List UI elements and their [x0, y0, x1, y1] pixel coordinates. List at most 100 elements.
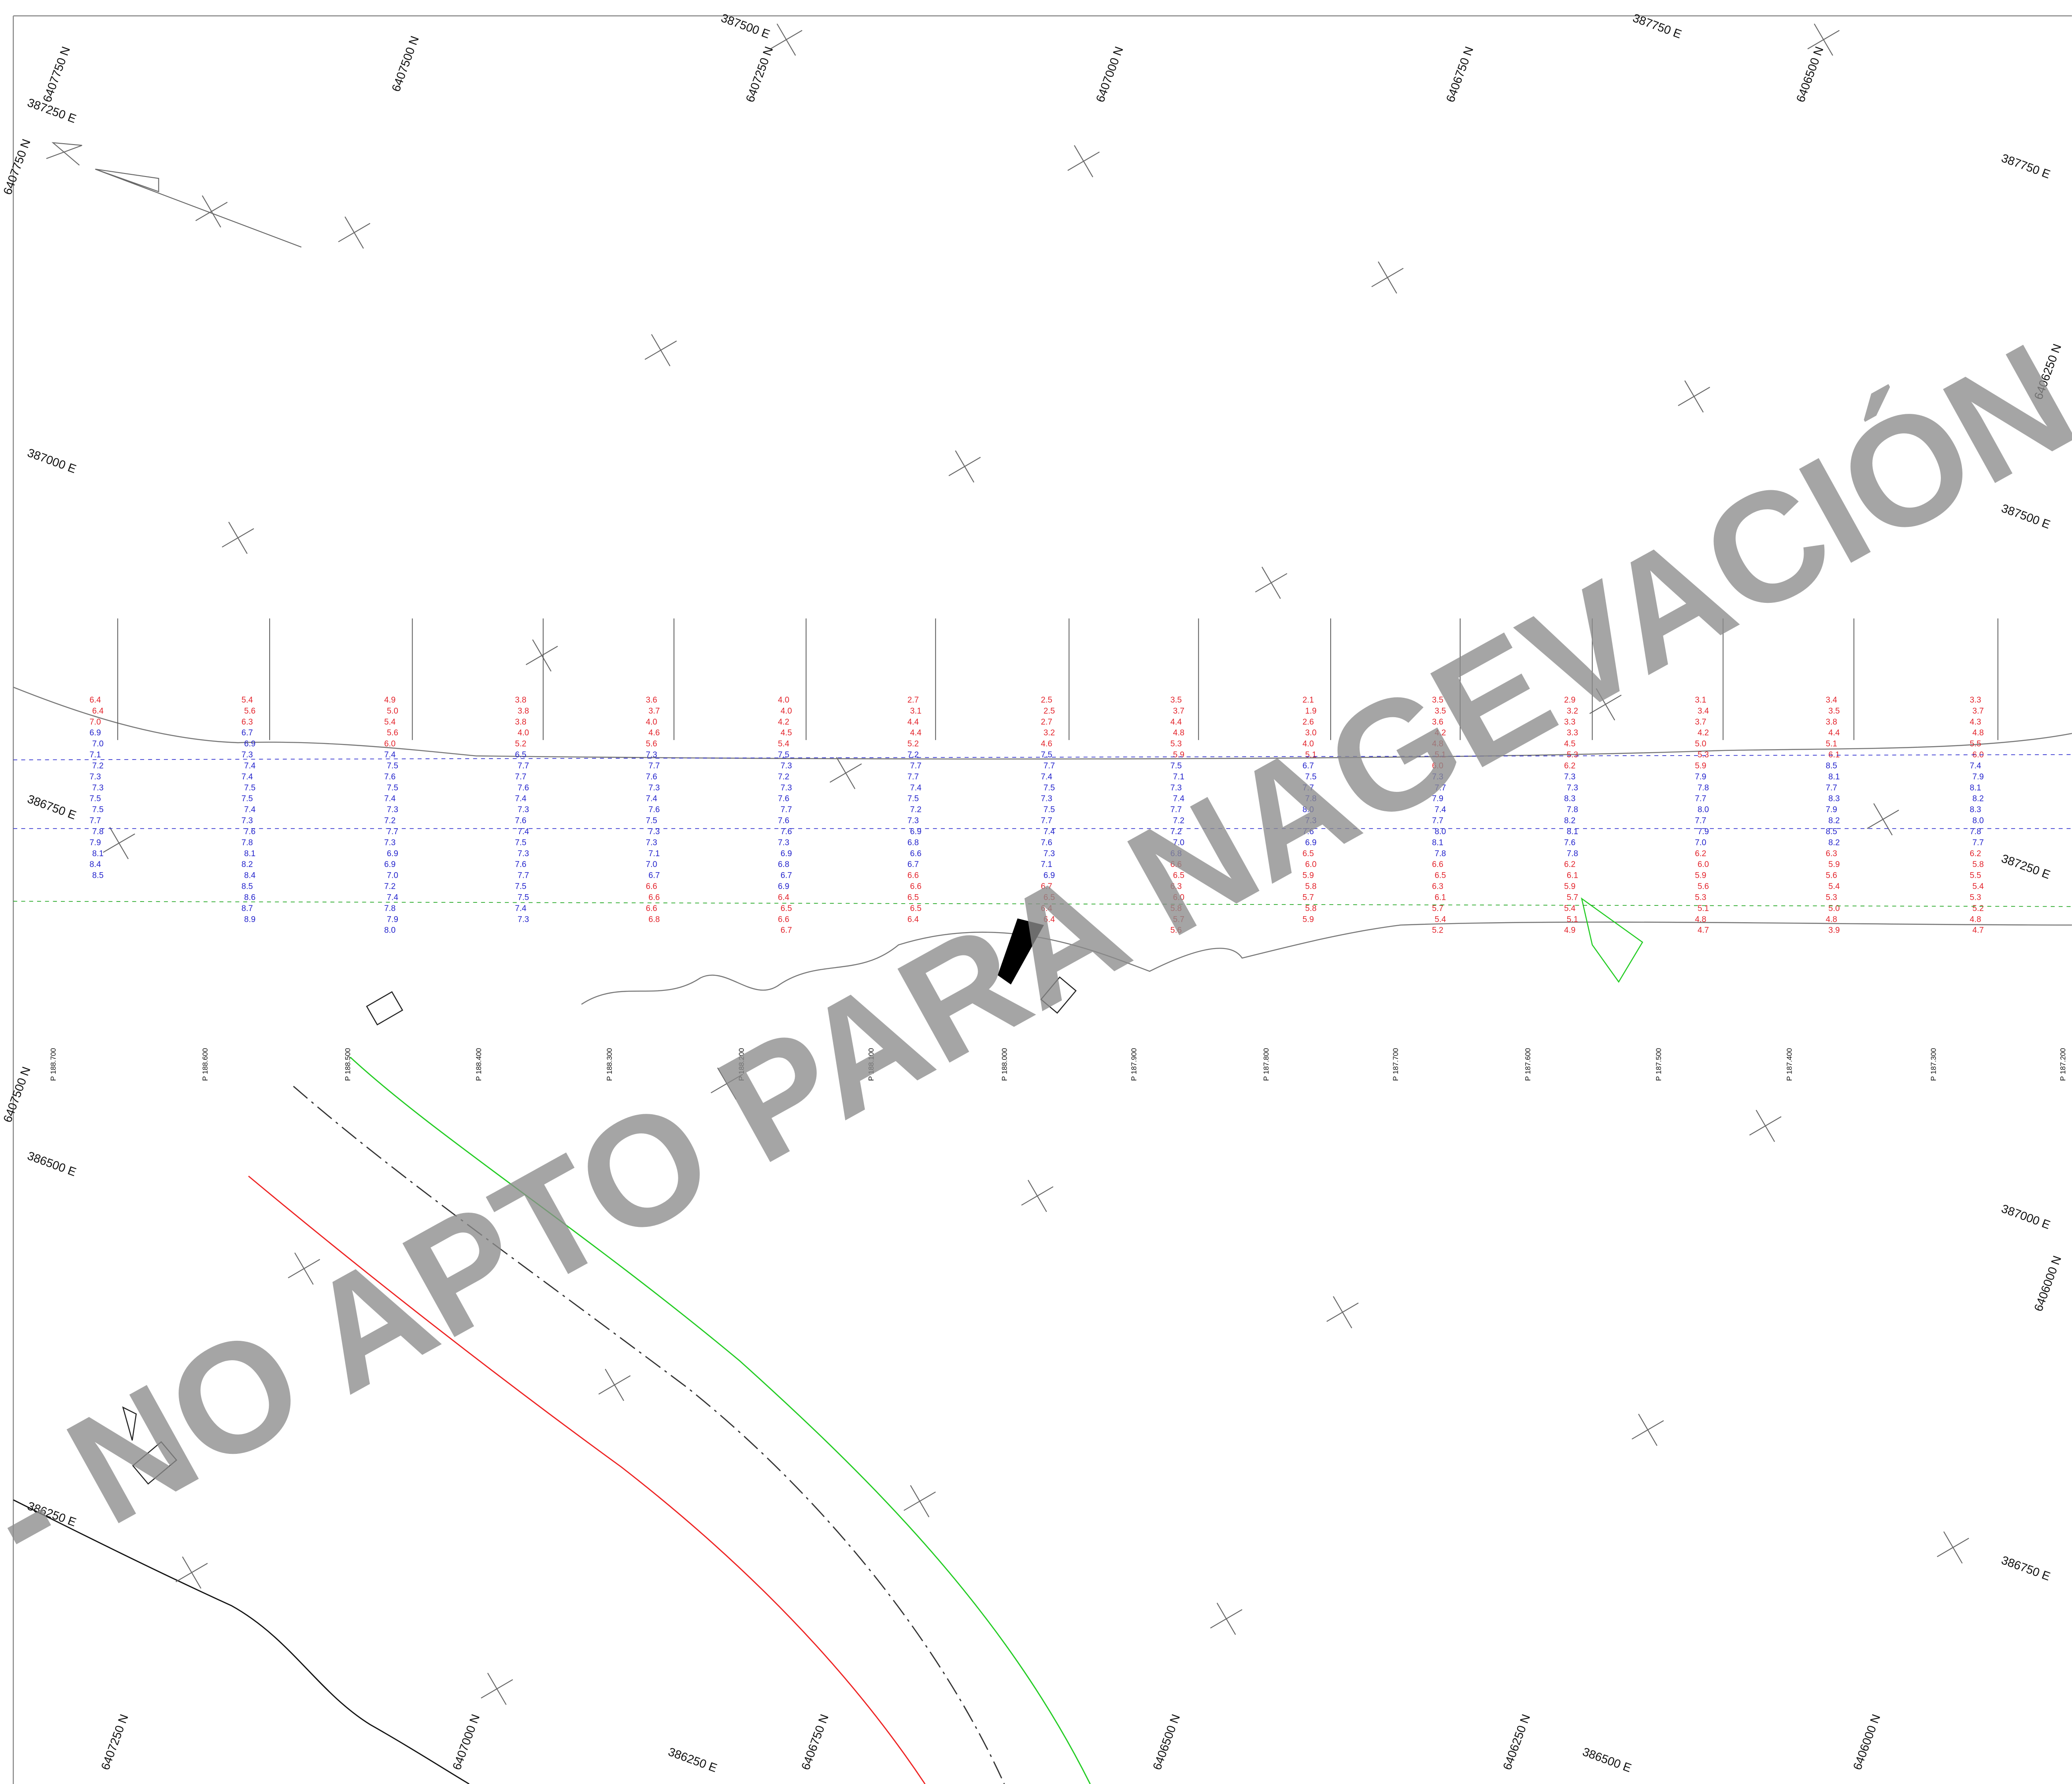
sounding: 7.8	[384, 904, 395, 913]
sounding: 7.8	[1970, 827, 1981, 836]
sounding: 8.4	[244, 871, 255, 880]
sounding: 3.1	[1695, 696, 1706, 705]
grid-label: 6406000 N	[2031, 1254, 2064, 1313]
sounding: 7.0	[1695, 838, 1706, 847]
sounding: 7.7	[1695, 794, 1706, 804]
grid-cross	[222, 522, 254, 554]
sounding: 7.9	[90, 838, 101, 847]
sounding: 7.8	[1567, 805, 1578, 814]
grid-label: 6406000 N	[1850, 1712, 1883, 1771]
sounding: 4.8	[1173, 728, 1184, 738]
sounding: 8.0	[1972, 816, 1984, 826]
sounding: 6.5	[910, 904, 921, 913]
sounding: 7.4	[1970, 761, 1981, 770]
sounding: 5.1	[1567, 915, 1578, 924]
sounding: 3.8	[518, 706, 529, 715]
grid-cross	[948, 450, 981, 483]
profile-label: P 188.600	[201, 1048, 209, 1081]
profile-label: P 187.200	[2059, 1048, 2067, 1081]
sounding: 7.8	[1697, 783, 1709, 792]
sounding: 5.6	[1697, 882, 1709, 891]
profile-label: P 188.400	[475, 1048, 483, 1081]
sounding: 3.8	[515, 696, 526, 705]
profile-label: P 188.700	[49, 1048, 57, 1081]
sounding: 8.2	[1828, 838, 1839, 847]
sounding: 3.4	[1697, 706, 1709, 715]
sounding: 3.6	[646, 696, 657, 705]
sounding: 7.1	[90, 750, 101, 760]
sounding: 5.2	[515, 740, 526, 749]
sounding: 7.5	[1041, 750, 1052, 760]
sounding: 4.4	[910, 728, 921, 738]
sounding: 5.7	[1173, 915, 1184, 924]
sounding: 7.3	[646, 838, 657, 847]
grid-cross	[770, 23, 803, 56]
sounding: 3.3	[1970, 696, 1981, 705]
sounding: 7.6	[1564, 838, 1575, 847]
sounding: 8.1	[1828, 772, 1839, 782]
sounding: 6.4	[90, 696, 101, 705]
sounding: 8.2	[1828, 816, 1839, 826]
sounding: 7.5	[515, 838, 526, 847]
sounding: 3.3	[1567, 728, 1578, 738]
coastline	[13, 1499, 470, 1784]
sounding: 4.9	[384, 696, 395, 705]
marker	[1581, 897, 1644, 983]
sounding: 4.8	[1695, 915, 1706, 924]
sounding: 6.0	[1173, 893, 1184, 902]
sounding: 3.3	[1564, 718, 1575, 727]
sounding: 7.6	[1041, 838, 1052, 847]
track-line	[13, 754, 2072, 760]
sounding: 5.1	[1435, 750, 1446, 760]
sounding: 7.0	[646, 860, 657, 869]
sounding: 7.3	[781, 761, 792, 770]
sounding: 6.9	[384, 860, 395, 869]
sounding: 2.5	[1041, 696, 1052, 705]
north-arrow	[46, 142, 302, 248]
sounding: 6.3	[1432, 882, 1443, 891]
sounding: 4.0	[781, 706, 792, 715]
sounding: 7.7	[781, 805, 792, 814]
grid-cross	[829, 757, 862, 789]
grid-label: 387750 E	[2000, 151, 2052, 181]
sounding: 7.8	[92, 827, 104, 836]
grid-cross	[711, 1067, 743, 1100]
sounding: 7.5	[90, 794, 101, 804]
sounding: 7.3	[1305, 816, 1316, 826]
sounding: 7.2	[907, 750, 919, 760]
sounding: 5.4	[778, 740, 789, 749]
grid-cross	[1371, 261, 1404, 294]
grid-label: 6407250 N	[98, 1712, 131, 1771]
profile-label: P 188.000	[1001, 1048, 1009, 1081]
sounding: 6.9	[910, 827, 921, 836]
profile-label: P 187.300	[1929, 1048, 1937, 1081]
grid-label: 6407750 N	[0, 137, 33, 196]
sounding: 7.4	[1173, 794, 1184, 804]
profile-label: P 188.200	[737, 1048, 746, 1081]
grid-cross	[1678, 380, 1710, 413]
sounding: 8.2	[242, 860, 253, 869]
sounding: 4.9	[1564, 926, 1575, 935]
sounding: 7.2	[1170, 827, 1181, 836]
sounding: 5.7	[1567, 893, 1578, 902]
sounding: 7.6	[646, 772, 657, 782]
sounding: 6.9	[781, 849, 792, 858]
sounding: 5.0	[1828, 904, 1839, 913]
channel-line	[248, 1176, 926, 1784]
sounding: 5.9	[1303, 915, 1314, 924]
sounding: 6.4	[1043, 915, 1055, 924]
sounding: 3.5	[1432, 696, 1443, 705]
grid-label: 387250 E	[2000, 851, 2052, 881]
sounding: 7.3	[518, 805, 529, 814]
sounding: 7.3	[387, 805, 398, 814]
sounding: 7.4	[384, 750, 395, 760]
sounding: 7.9	[1972, 772, 1984, 782]
sounding: 6.9	[387, 849, 398, 858]
sounding: 7.4	[384, 794, 395, 804]
grid-cross	[103, 827, 135, 859]
sounding: 5.9	[1695, 871, 1706, 880]
sounding: 4.4	[907, 718, 919, 727]
sounding: 7.5	[907, 794, 919, 804]
grid-label: 6407000 N	[450, 1712, 482, 1771]
sounding: 7.5	[1043, 783, 1055, 792]
